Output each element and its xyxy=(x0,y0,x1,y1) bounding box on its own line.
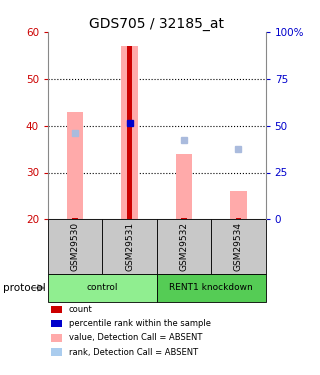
Bar xyxy=(73,217,78,219)
Bar xyxy=(176,154,192,219)
Text: count: count xyxy=(69,305,92,314)
Bar xyxy=(102,219,157,274)
Bar xyxy=(236,217,241,219)
Bar xyxy=(157,274,266,302)
Text: GSM29532: GSM29532 xyxy=(180,222,188,271)
Bar xyxy=(48,219,102,274)
Bar xyxy=(48,274,157,302)
Bar xyxy=(67,112,84,219)
Text: control: control xyxy=(87,284,118,292)
Text: value, Detection Call = ABSENT: value, Detection Call = ABSENT xyxy=(69,333,202,342)
Bar xyxy=(230,191,247,219)
Text: RENT1 knockdown: RENT1 knockdown xyxy=(169,284,253,292)
Title: GDS705 / 32185_at: GDS705 / 32185_at xyxy=(89,17,224,31)
Bar xyxy=(211,219,266,274)
Text: protocol: protocol xyxy=(3,283,46,292)
Text: GSM29534: GSM29534 xyxy=(234,222,243,271)
Text: GSM29531: GSM29531 xyxy=(125,222,134,271)
Bar xyxy=(181,217,187,219)
Bar xyxy=(127,46,132,219)
Bar xyxy=(157,219,211,274)
Text: rank, Detection Call = ABSENT: rank, Detection Call = ABSENT xyxy=(69,348,198,357)
Text: GSM29530: GSM29530 xyxy=(71,222,80,271)
Text: percentile rank within the sample: percentile rank within the sample xyxy=(69,319,211,328)
Bar xyxy=(122,46,138,219)
